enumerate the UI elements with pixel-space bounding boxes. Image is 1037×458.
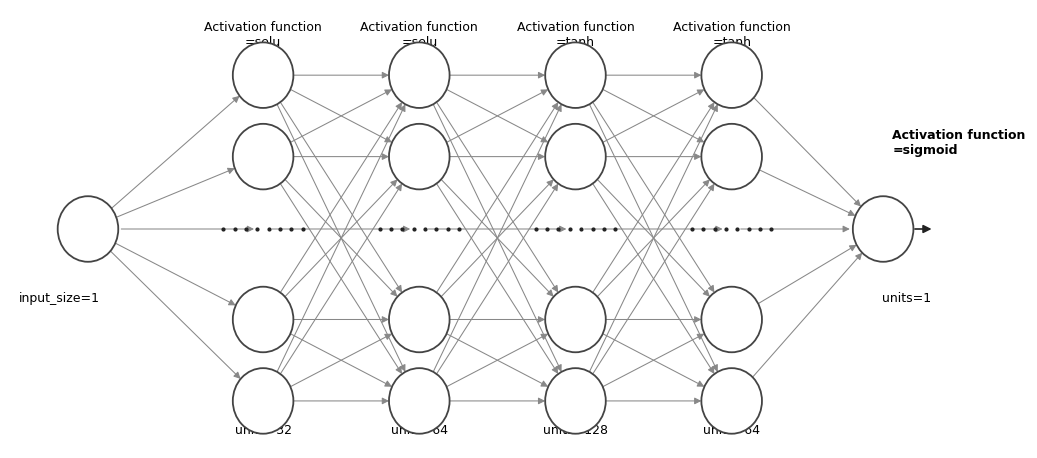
Ellipse shape [232,287,293,352]
Ellipse shape [701,368,762,434]
Ellipse shape [852,196,914,262]
Ellipse shape [232,43,293,108]
Text: Activation function
=selu: Activation function =selu [361,21,478,49]
Text: units=128: units=128 [543,424,608,437]
Ellipse shape [545,124,606,190]
Ellipse shape [232,368,293,434]
Text: units=1: units=1 [882,292,931,305]
Ellipse shape [389,124,450,190]
Ellipse shape [389,43,450,108]
Ellipse shape [389,287,450,352]
Text: input_size=1: input_size=1 [19,292,101,305]
Ellipse shape [545,287,606,352]
Text: units=64: units=64 [703,424,760,437]
Ellipse shape [701,287,762,352]
Text: Activation function
=sigmoid: Activation function =sigmoid [892,130,1026,158]
Ellipse shape [58,196,118,262]
Ellipse shape [232,124,293,190]
Ellipse shape [545,43,606,108]
Ellipse shape [545,368,606,434]
Ellipse shape [701,43,762,108]
Text: Activation function
=tanh: Activation function =tanh [516,21,635,49]
Ellipse shape [701,124,762,190]
Text: units=64: units=64 [391,424,448,437]
Text: Activation function
=selu: Activation function =selu [204,21,321,49]
Ellipse shape [389,368,450,434]
Text: units=32: units=32 [234,424,291,437]
Text: Activation function
=tanh: Activation function =tanh [673,21,790,49]
